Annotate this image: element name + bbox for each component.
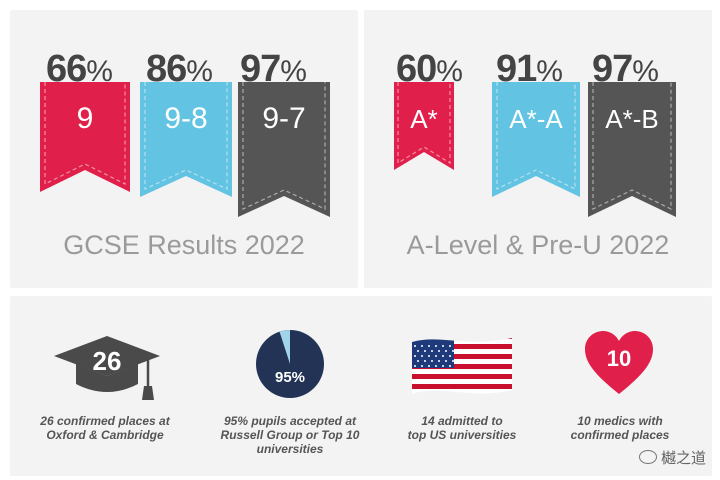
- russell-percent: 95%: [274, 369, 306, 386]
- medics-count: 10: [606, 346, 632, 371]
- gcse-percent-9-7: 97%: [240, 48, 307, 90]
- ribbon-grade-9-7: 9-7: [238, 82, 330, 217]
- gcse-percent-9: 66%: [46, 48, 113, 90]
- ribbon-grade-astar-b: A*-B: [588, 82, 676, 217]
- gcse-results-panel: 66% 86% 97% 9 9-8 9-7 GCSE Results 2022: [10, 10, 358, 288]
- wechat-icon: [638, 450, 657, 464]
- alevel-title: A-Level & Pre-U 2022: [406, 230, 670, 260]
- oxbridge-count: 26: [92, 346, 122, 376]
- gcse-percent-9-8: 86%: [146, 48, 213, 90]
- alevel-percent-astar-a: 91%: [496, 48, 563, 90]
- grade-label-9: 9: [76, 102, 94, 135]
- grade-label-astar: A*: [410, 104, 438, 134]
- caption-oxbridge: 26 confirmed places at Oxford & Cambridg…: [40, 414, 170, 442]
- grade-label-9-7: 9-7: [262, 102, 306, 135]
- alevel-percent-astar: 60%: [396, 48, 463, 90]
- alevel-results-panel: 60% 91% 97% A* A*-A A*-B A-Level & Pre-U…: [364, 10, 712, 288]
- ribbon-grade-astar-a: A*-A: [492, 82, 580, 197]
- highlights-panel: 26 26 confirmed places at Oxford & Cambr…: [10, 296, 712, 476]
- ribbon-grade-astar: A*: [394, 82, 454, 170]
- pie-chart-icon: 95%: [254, 318, 326, 406]
- alevel-percent-astar-b: 97%: [592, 48, 659, 90]
- us-flag-icon: [410, 334, 514, 400]
- gcse-title: GCSE Results 2022: [63, 230, 305, 260]
- grade-label-astar-b: A*-B: [605, 104, 659, 134]
- watermark: 樾之道: [638, 447, 706, 468]
- grade-label-9-8: 9-8: [164, 102, 208, 135]
- caption-russell: 95% pupils accepted at Russell Group or …: [220, 414, 360, 456]
- caption-medics: 10 medics with confirmed places: [570, 414, 670, 442]
- heart-icon: 10: [584, 330, 654, 396]
- graduation-cap-icon: 26: [52, 334, 162, 404]
- ribbon-grade-9: 9: [40, 82, 130, 192]
- ribbon-grade-9-8: 9-8: [140, 82, 232, 197]
- caption-us: 14 admitted to top US universities: [407, 414, 517, 442]
- grade-label-astar-a: A*-A: [509, 104, 563, 134]
